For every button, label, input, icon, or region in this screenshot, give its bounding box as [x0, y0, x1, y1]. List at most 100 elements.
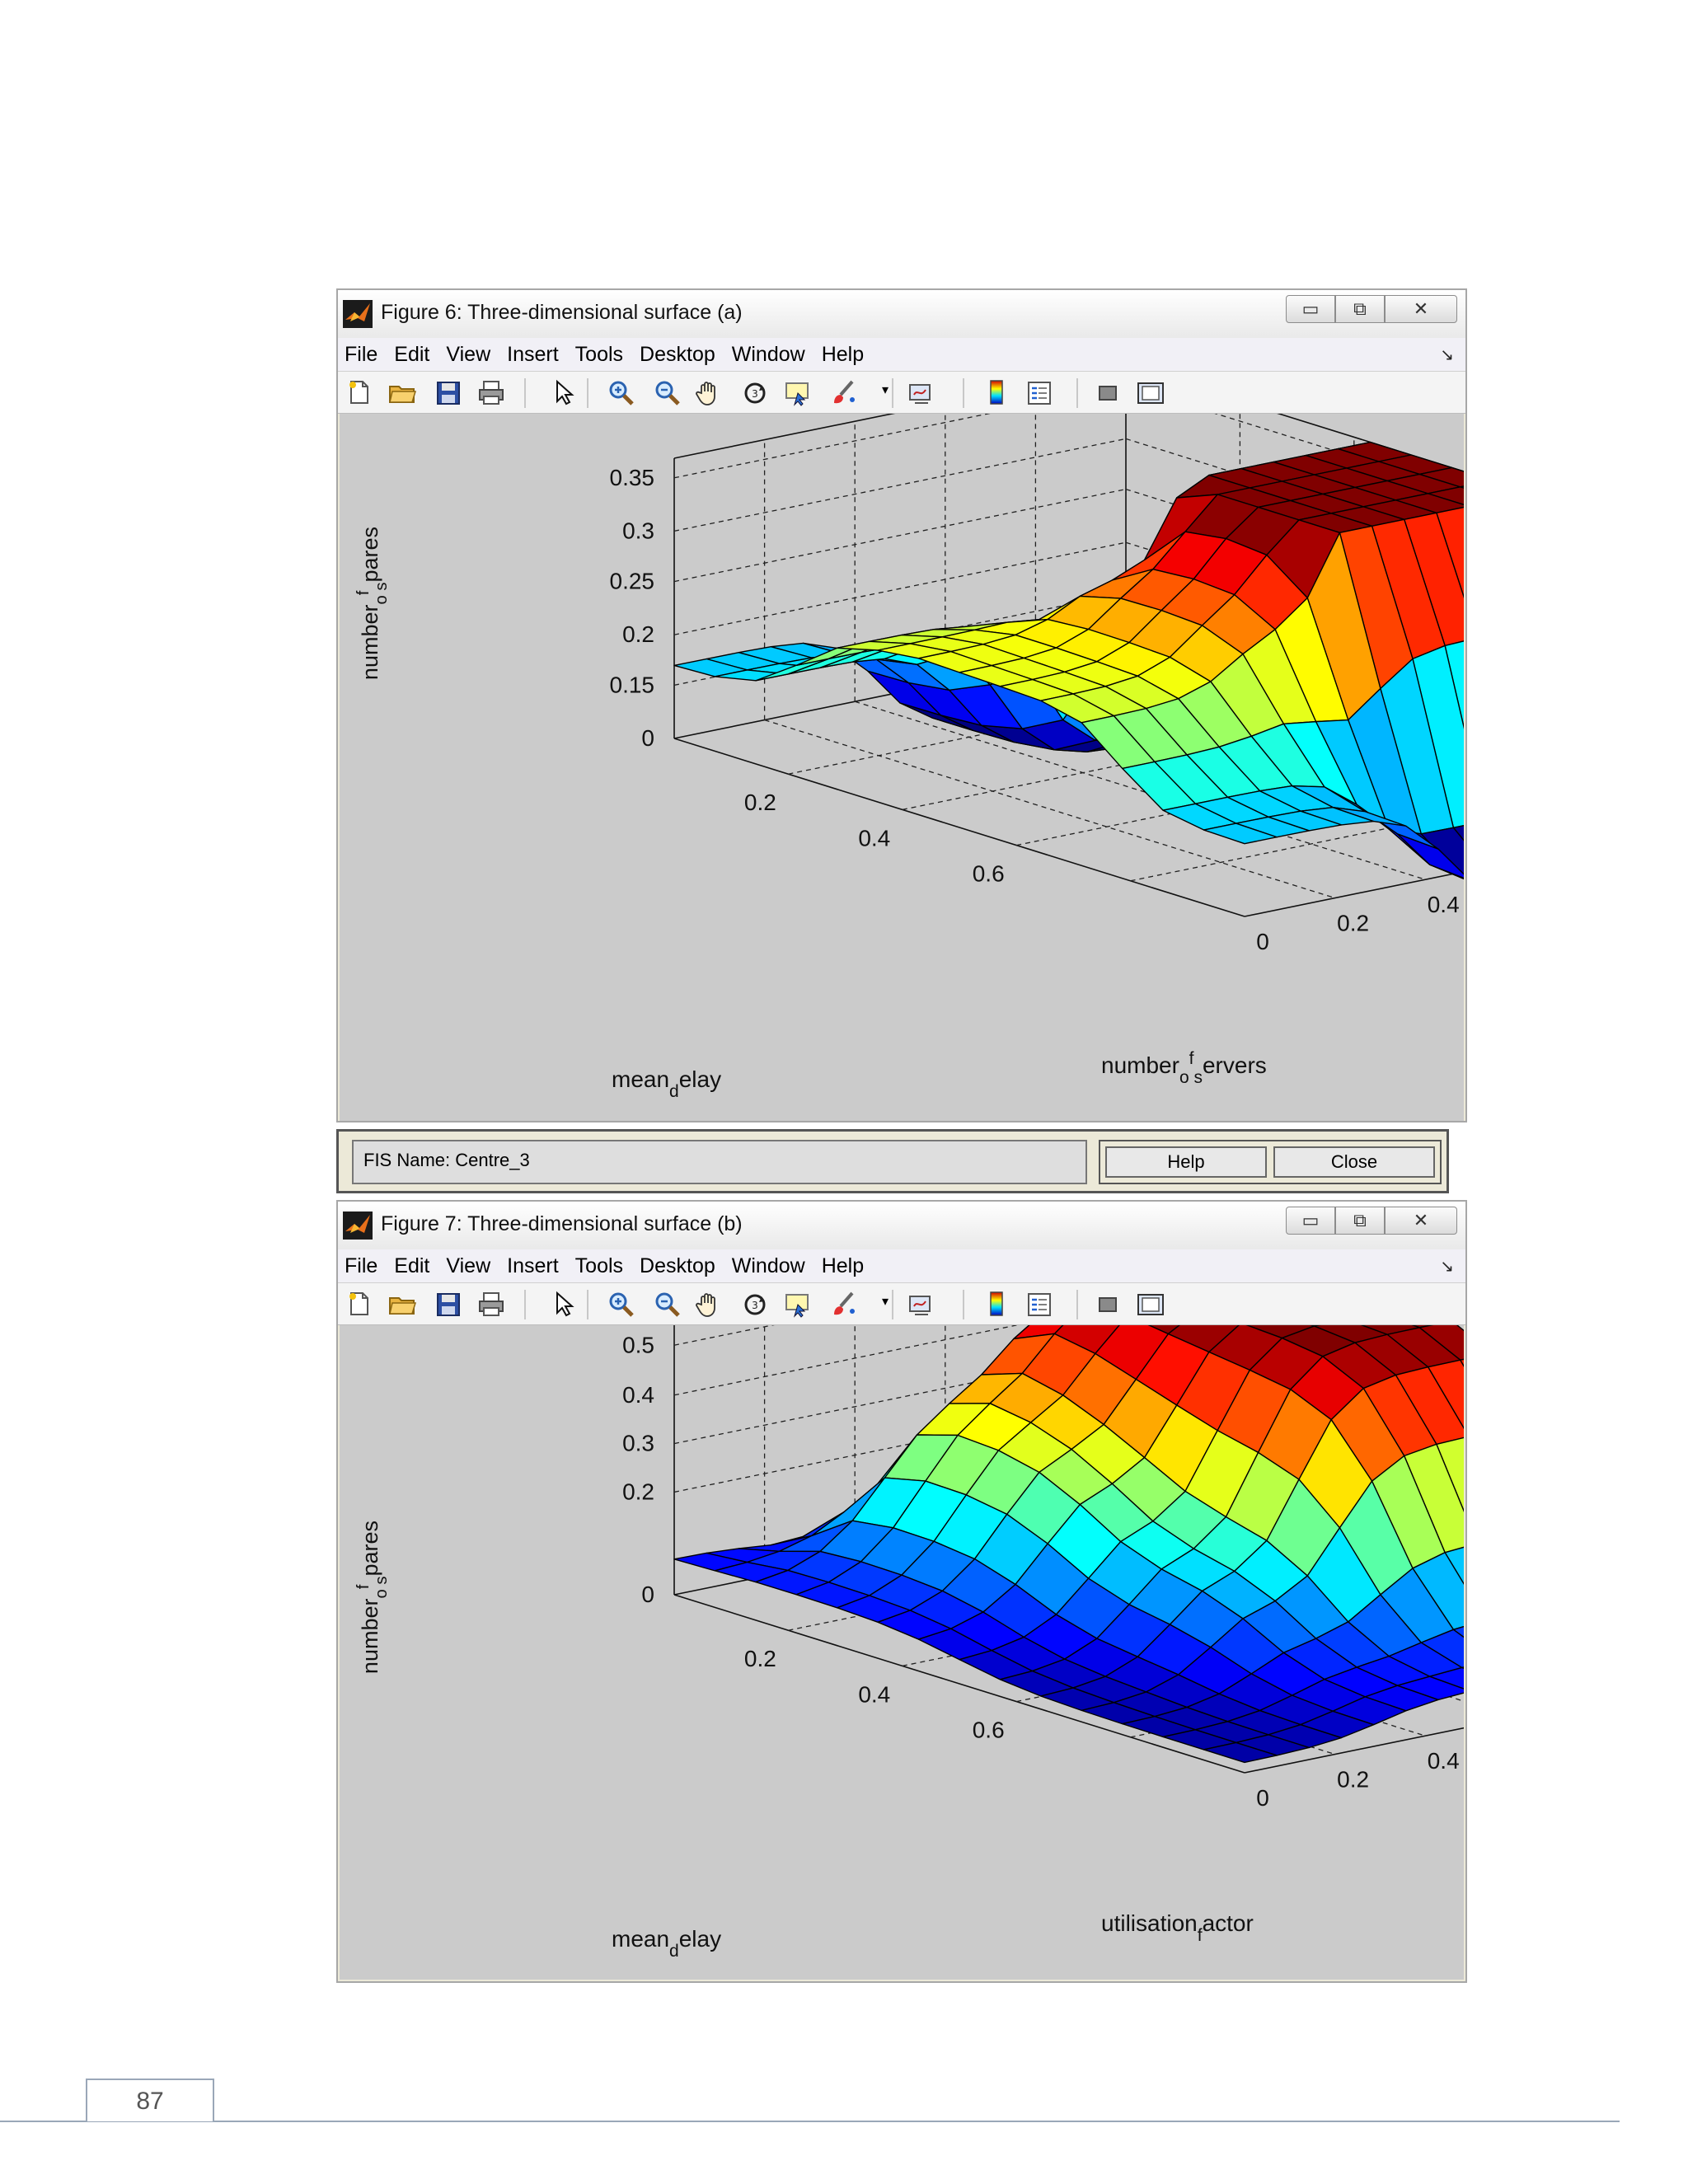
- menu-tools[interactable]: Tools: [574, 1254, 624, 1277]
- surface-patch: [1428, 1666, 1464, 1690]
- surface-patch: [1444, 1546, 1464, 1586]
- menu-help[interactable]: Help: [821, 342, 865, 366]
- brush-dropdown-arrow-icon[interactable]: ▾: [882, 383, 889, 397]
- menu-insert[interactable]: Insert: [507, 1254, 559, 1277]
- rotate-3d-icon[interactable]: 3: [740, 1290, 770, 1318]
- pan-hand-icon[interactable]: [694, 378, 724, 406]
- minimize-icon: ▭: [1301, 298, 1320, 319]
- menu-dock-arrow-icon[interactable]: ↘: [1440, 1258, 1454, 1276]
- menu-view[interactable]: View: [446, 342, 491, 366]
- menu-bar: File Edit View Insert Tools Desktop Wind…: [338, 1249, 1465, 1283]
- figure-6-window: Figure 6: Three-dimensional surface (a) …: [336, 288, 1467, 1122]
- menu-desktop[interactable]: Desktop: [640, 1254, 715, 1277]
- menu-help[interactable]: Help: [821, 1254, 865, 1277]
- new-file-icon[interactable]: [345, 1290, 374, 1318]
- close-window-button[interactable]: ✕: [1385, 1207, 1457, 1235]
- minimize-button[interactable]: ▭: [1286, 295, 1335, 323]
- menu-desktop[interactable]: Desktop: [640, 342, 715, 366]
- legend-icon[interactable]: [1025, 1290, 1055, 1318]
- brush-dropdown-arrow-icon[interactable]: ▾: [882, 1295, 889, 1309]
- gridline: [673, 1325, 775, 1346]
- figure-7-window: Figure 7: Three-dimensional surface (b) …: [336, 1200, 1467, 1983]
- surface-plot[interactable]: 0.350.30.250.20.1500.20.40.600.20.40.60.…: [340, 414, 1464, 1121]
- menu-tools[interactable]: Tools: [574, 342, 624, 366]
- menu-edit[interactable]: Edit: [394, 342, 430, 366]
- toolbar-separator: [963, 378, 964, 408]
- toolbar-separator: [892, 1290, 893, 1319]
- show-plot-tools-icon[interactable]: [1136, 378, 1165, 406]
- figure-toolbar: 3 ▾: [338, 1283, 1465, 1325]
- toolbar-separator: [1076, 1290, 1078, 1319]
- y-axis-label: numberofservers: [1101, 1049, 1267, 1087]
- data-cursor-icon[interactable]: [783, 1290, 813, 1318]
- top-edge: [673, 414, 896, 459]
- rotate-3d-icon[interactable]: 3: [740, 378, 770, 406]
- colorbar-icon[interactable]: [982, 1290, 1012, 1318]
- pointer-icon[interactable]: [549, 378, 579, 406]
- hide-plot-tools-icon[interactable]: [1093, 1290, 1123, 1318]
- svg-text:3: 3: [752, 1300, 758, 1311]
- menu-bar: File Edit View Insert Tools Desktop Wind…: [338, 338, 1465, 372]
- new-file-icon[interactable]: [345, 378, 374, 406]
- open-folder-icon[interactable]: [387, 378, 417, 406]
- link-plot-icon[interactable]: [907, 378, 936, 406]
- y-axis-label: utilisationfactor: [1101, 1910, 1254, 1945]
- colorbar-icon[interactable]: [982, 378, 1012, 406]
- gridline: [673, 1325, 1020, 1396]
- maximize-button[interactable]: ⧉: [1335, 295, 1385, 323]
- surface-mesh: [673, 441, 1464, 880]
- x-tick-label: 0.4: [858, 825, 890, 851]
- maximize-button[interactable]: ⧉: [1335, 1207, 1385, 1235]
- surface-plot[interactable]: 0.50.40.30.200.20.40.600.20.40.60.81numb…: [340, 1325, 1464, 1980]
- print-icon[interactable]: [476, 378, 506, 406]
- close-window-button[interactable]: ✕: [1385, 295, 1457, 323]
- zoom-in-icon[interactable]: [607, 378, 636, 406]
- toolbar-separator: [524, 1290, 526, 1319]
- toolbar-separator: [1076, 378, 1078, 408]
- menu-file[interactable]: File: [345, 342, 378, 366]
- y-axis-line: [1244, 1727, 1464, 1774]
- menu-dock-arrow-icon[interactable]: ↘: [1440, 346, 1454, 364]
- x-tick-label: 0.2: [744, 1646, 776, 1671]
- legend-icon[interactable]: [1025, 378, 1055, 406]
- zoom-in-icon[interactable]: [607, 1290, 636, 1318]
- zoom-out-icon[interactable]: [653, 378, 682, 406]
- x-tick-label: 0.2: [744, 790, 776, 815]
- gridline: [673, 541, 1127, 635]
- data-cursor-icon[interactable]: [783, 378, 813, 406]
- plot-area: 0.350.30.250.20.1500.20.40.600.20.40.60.…: [340, 414, 1464, 1121]
- link-plot-icon[interactable]: [907, 1290, 936, 1318]
- maximize-icon: ⧉: [1353, 1210, 1367, 1230]
- close-button[interactable]: Close: [1273, 1146, 1435, 1178]
- hide-plot-tools-icon[interactable]: [1093, 378, 1123, 406]
- save-icon[interactable]: [434, 378, 463, 406]
- open-folder-icon[interactable]: [387, 1290, 417, 1318]
- help-button[interactable]: Help: [1105, 1146, 1267, 1178]
- minimize-icon: ▭: [1301, 1210, 1320, 1230]
- z-tick-label: 0.25: [610, 569, 655, 594]
- menu-file[interactable]: File: [345, 1254, 378, 1277]
- z-tick-label: 0.15: [610, 672, 655, 697]
- menu-window[interactable]: Window: [731, 342, 805, 366]
- pan-hand-icon[interactable]: [694, 1290, 724, 1318]
- matlab-logo-icon: [343, 1212, 373, 1240]
- title-bar[interactable]: Figure 7: Three-dimensional surface (b) …: [338, 1202, 1465, 1250]
- save-icon[interactable]: [434, 1290, 463, 1318]
- menu-window[interactable]: Window: [731, 1254, 805, 1277]
- brush-icon[interactable]: [829, 1290, 859, 1318]
- gridline: [673, 488, 1127, 583]
- svg-text:3: 3: [752, 388, 758, 400]
- menu-insert[interactable]: Insert: [507, 342, 559, 366]
- toolbar-separator: [524, 378, 526, 408]
- menu-view[interactable]: View: [446, 1254, 491, 1277]
- brush-icon[interactable]: [829, 378, 859, 406]
- zoom-out-icon[interactable]: [653, 1290, 682, 1318]
- show-plot-tools-icon[interactable]: [1136, 1290, 1165, 1318]
- minimize-button[interactable]: ▭: [1286, 1207, 1335, 1235]
- print-icon[interactable]: [476, 1290, 506, 1318]
- pointer-icon[interactable]: [549, 1290, 579, 1318]
- menu-edit[interactable]: Edit: [394, 1254, 430, 1277]
- toolbar-separator: [587, 378, 588, 408]
- title-bar[interactable]: Figure 6: Three-dimensional surface (a) …: [338, 290, 1465, 339]
- z-tick-label: 0.5: [622, 1332, 654, 1357]
